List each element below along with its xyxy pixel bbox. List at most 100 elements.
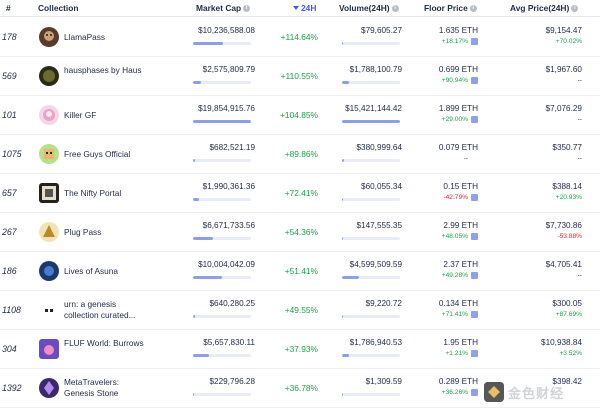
floor-change: +36.26%	[441, 389, 468, 396]
volume-bar	[342, 198, 400, 201]
collection-avatar[interactable]	[39, 27, 59, 47]
chart-icon[interactable]	[471, 77, 478, 84]
chart-icon[interactable]	[471, 311, 478, 318]
header-rank: #	[6, 3, 11, 13]
collection-name[interactable]: MetaTravelers: Genesis Stone	[64, 377, 120, 398]
watermark-text: 金色财经	[508, 385, 565, 401]
table-row[interactable]: 101 Killer GF $19,854,915.76 +104.85% $1…	[0, 96, 600, 135]
collection-name[interactable]: urn: a genesis collection curated...	[64, 299, 136, 320]
collection-name[interactable]: FLUF World: Burrows	[64, 338, 144, 348]
header-collection[interactable]: Collection	[38, 3, 79, 13]
volume-bar-fill	[342, 393, 344, 396]
floor-price: 0.289 ETH	[438, 377, 478, 386]
info-icon: i	[391, 4, 399, 12]
collection-name[interactable]: Lives of Asuna	[64, 266, 118, 276]
chart-icon[interactable]	[471, 233, 478, 240]
row-rank: 267	[2, 227, 17, 237]
header-24h[interactable]: 24H	[293, 3, 316, 13]
table-row[interactable]: 569 hausphases by Haus $2,575,809.79 +11…	[0, 57, 600, 96]
header-avg-price-label: Avg Price(24H)	[510, 3, 570, 13]
chart-icon[interactable]	[471, 350, 478, 357]
table-row[interactable]: 186 Lives of Asuna $10,004,042.09 +51.41…	[0, 252, 600, 291]
header-floor-price[interactable]: Floor Price i	[424, 3, 477, 13]
row-rank: 101	[2, 110, 17, 120]
volume-bar-fill	[342, 315, 344, 318]
volume-bar	[342, 159, 400, 162]
collection-avatar[interactable]	[39, 105, 59, 125]
table-row[interactable]: 267 Plug Pass $6,671,733.56 +54.36% $147…	[0, 213, 600, 252]
change-24h: +51.41%	[284, 266, 318, 276]
table-row[interactable]: 1108 urn: a genesis collection curated..…	[0, 291, 600, 330]
volume-bar	[342, 42, 400, 45]
market-cap-bar	[193, 159, 251, 162]
avg-change: -53.88%	[557, 233, 582, 240]
collection-avatar[interactable]	[39, 222, 59, 242]
avg-price: $10,938.84	[541, 338, 582, 347]
avg-price: $350.77	[552, 143, 582, 152]
collection-name[interactable]: Free Guys Official	[64, 149, 131, 159]
header-volume-label: Volume(24H)	[339, 3, 390, 13]
info-icon: i	[243, 4, 251, 12]
volume-value: $1,309.59	[365, 377, 402, 386]
chart-icon[interactable]	[471, 194, 478, 201]
chart-icon[interactable]	[471, 38, 478, 45]
chart-icon[interactable]	[471, 389, 478, 396]
header-avg-price[interactable]: Avg Price(24H) i	[510, 3, 579, 13]
avg-price: $7,730.86	[545, 221, 582, 230]
floor-change: +49.28%	[441, 272, 468, 279]
floor-price: 0.15 ETH	[443, 182, 478, 191]
market-cap-value: $6,671,733.56	[202, 221, 255, 230]
market-cap-bar	[193, 354, 251, 357]
table-row[interactable]: 1392 MetaTravelers: Genesis Stone $229,7…	[0, 369, 600, 408]
table-row[interactable]: 657 The Nifty Portal $1,990,361.36 +72.4…	[0, 174, 600, 213]
market-cap-bar	[193, 120, 251, 123]
volume-bar-fill	[342, 276, 360, 279]
collection-avatar[interactable]	[39, 144, 59, 164]
table-row[interactable]: 1075 Free Guys Official $682,521.19 +89.…	[0, 135, 600, 174]
volume-bar	[342, 81, 400, 84]
row-rank: 1392	[2, 383, 22, 393]
avg-price: $300.05	[552, 299, 582, 308]
floor-change: +18.17%	[441, 38, 468, 45]
avg-price: $7,076.29	[545, 104, 582, 113]
floor-change: +29.00%	[441, 116, 468, 123]
avg-change: +87.69%	[555, 311, 582, 318]
collection-name[interactable]: The Nifty Portal	[64, 188, 122, 198]
collection-name[interactable]: LlamaPass	[64, 32, 106, 42]
avg-change: +20.93%	[555, 194, 582, 201]
collection-avatar[interactable]	[39, 261, 59, 281]
collection-avatar[interactable]	[39, 183, 59, 203]
avg-change: --	[577, 77, 582, 84]
floor-change: +1.21%	[445, 350, 468, 357]
row-rank: 304	[2, 344, 17, 354]
change-24h: +36.78%	[284, 383, 318, 393]
collection-avatar[interactable]	[39, 300, 59, 320]
market-cap-value: $229,796.28	[209, 377, 255, 386]
chart-icon[interactable]	[471, 272, 478, 279]
collection-name[interactable]: Plug Pass	[64, 227, 102, 237]
collection-name[interactable]: Killer GF	[64, 110, 97, 120]
market-cap-bar	[193, 81, 251, 84]
collection-avatar[interactable]	[39, 378, 59, 398]
market-cap-bar	[193, 315, 251, 318]
collection-avatar[interactable]	[39, 339, 59, 359]
change-24h: +49.55%	[284, 305, 318, 315]
change-24h: +89.86%	[284, 149, 318, 159]
collection-name[interactable]: hausphases by Haus	[64, 65, 142, 75]
collection-avatar[interactable]	[39, 66, 59, 86]
market-cap-bar-fill	[193, 237, 213, 240]
table-row[interactable]: 178 LlamaPass $10,236,588.08 +114.64% $7…	[0, 18, 600, 57]
header-volume[interactable]: Volume(24H) i	[339, 3, 399, 13]
volume-value: $4,599,509.59	[349, 260, 402, 269]
row-rank: 178	[2, 32, 17, 42]
volume-value: $15,421,144.42	[345, 104, 402, 113]
avg-price: $388.14	[552, 182, 582, 191]
header-24h-label: 24H	[301, 3, 317, 13]
table-row[interactable]: 304 FLUF World: Burrows $5,657,830.11 +3…	[0, 330, 600, 369]
chart-icon[interactable]	[471, 116, 478, 123]
change-24h: +104.85%	[280, 110, 318, 120]
volume-value: $60,055.34	[361, 182, 402, 191]
header-market-cap[interactable]: Market Cap i	[196, 3, 251, 13]
market-cap-bar-fill	[193, 276, 222, 279]
avg-price: $9,154.47	[545, 26, 582, 35]
